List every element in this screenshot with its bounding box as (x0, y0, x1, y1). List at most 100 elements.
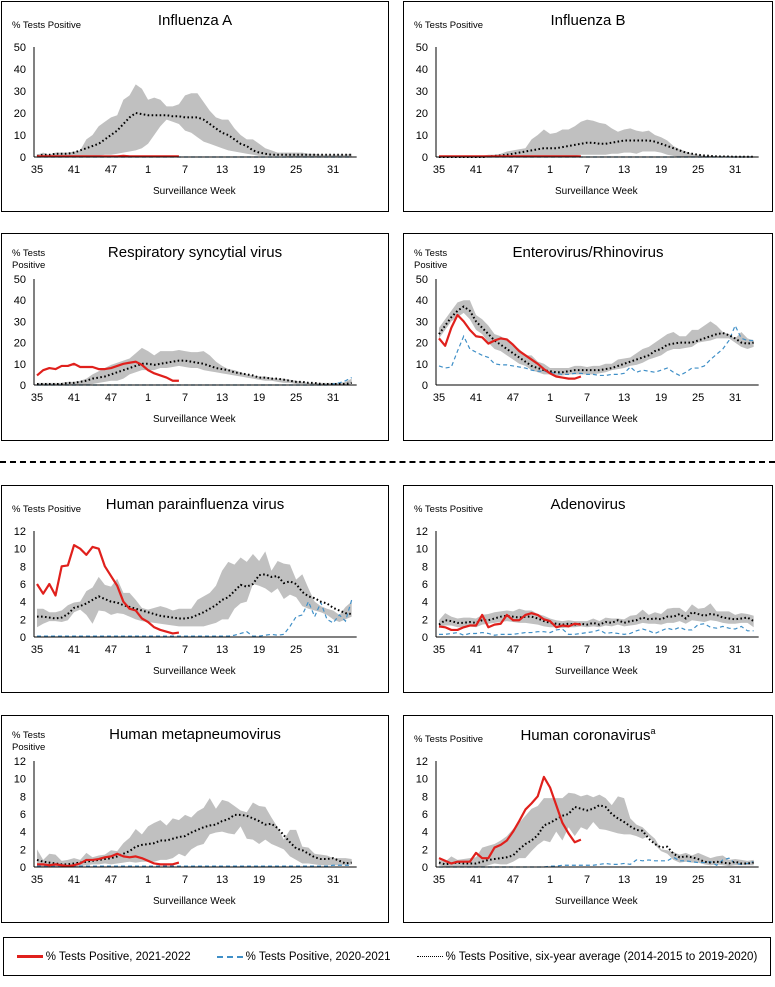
y-tick-label: 0 (422, 632, 428, 644)
historical-range-band (37, 347, 352, 385)
y-axis-label-line: % Tests Positive (414, 504, 483, 515)
title-superscript: a (650, 726, 656, 736)
y-axis-label-line: Positive (414, 260, 448, 271)
x-tick-label: 25 (692, 392, 704, 404)
chart-svg: 0 10 20 30 40 50 35 41 47 1 7 13 19 25 31 Surveillance … (416, 274, 759, 425)
x-axis-label: Surveillance Week (555, 414, 639, 425)
y-axis-label-line: % Tests Positive (12, 20, 81, 31)
y-tick-label: 10 (416, 359, 428, 371)
y-tick-label: 20 (416, 338, 428, 350)
historical-range-band (439, 792, 754, 867)
y-tick-label: 8 (20, 791, 26, 803)
y-tick-label: 6 (20, 809, 26, 821)
series-2020-2021-line (439, 623, 754, 636)
historical-range-band (37, 551, 352, 628)
x-tick-label: 25 (290, 164, 302, 176)
x-tick-label: 13 (618, 644, 630, 656)
x-tick-label: 41 (68, 164, 80, 176)
y-axis-label-line: Positive (12, 260, 46, 271)
chart-title: Adenovirus (550, 496, 626, 513)
chart-svg: 0 2 4 6 8 10 12 35 41 47 1 7 13 19 25 31 Surveillance We… (416, 756, 759, 907)
chart-title: Influenza B (550, 12, 626, 29)
x-tick-label: 47 (507, 874, 519, 886)
legend-item-2020-2021: % Tests Positive, 2020-2021 (216, 950, 391, 963)
y-axis-label: % Tests Positive (414, 734, 483, 746)
y-tick-label: 10 (14, 774, 26, 786)
series-2021-2022-line (36, 360, 179, 382)
x-tick-label: 7 (584, 874, 590, 886)
x-tick-label: 7 (584, 644, 590, 656)
y-axis-label-line: % Tests (12, 730, 46, 741)
y-tick-label: 30 (416, 86, 428, 98)
chart-svg: 0 10 20 30 40 50 35 41 47 1 7 13 19 25 31 Surveillance … (416, 42, 759, 197)
y-tick-label: 10 (14, 359, 26, 371)
x-tick-label: 1 (145, 874, 151, 886)
x-tick-label: 13 (216, 164, 228, 176)
y-tick-label: 40 (416, 64, 428, 76)
series-2020-2021-line (37, 864, 352, 867)
x-tick-label: 47 (507, 644, 519, 656)
y-tick-label: 50 (14, 274, 26, 286)
section-divider (0, 461, 775, 463)
x-tick-label: 19 (253, 392, 265, 404)
x-tick-label: 13 (216, 644, 228, 656)
legend-label: % Tests Positive, 2021-2022 (45, 950, 191, 963)
x-tick-label: 7 (584, 164, 590, 176)
chart-panel-influenza-b: Influenza B 0 10 20 30 40 50 35 41 47 1 7 13 19 25 31 S… (403, 1, 773, 212)
x-tick-label: 19 (253, 874, 265, 886)
y-tick-label: 50 (14, 42, 26, 54)
x-tick-label: 1 (547, 874, 553, 886)
legend: % Tests Positive, 2021-2022 % Tests Posi… (3, 937, 771, 976)
y-tick-label: 12 (416, 756, 428, 768)
x-tick-label: 31 (729, 644, 741, 656)
y-tick-label: 40 (14, 64, 26, 76)
series-six-year-average-line (36, 813, 352, 866)
chart-title: Human parainfluenza virus (105, 496, 285, 513)
legend-label: % Tests Positive, six-year average (2014… (445, 950, 758, 963)
chart-title: Human metapneumovirus (109, 726, 281, 743)
series-six-year-average-line (37, 359, 352, 385)
x-tick-label: 41 (470, 644, 482, 656)
series-2021-2022-line (37, 852, 180, 868)
x-tick-label: 1 (145, 164, 151, 176)
y-tick-label: 2 (20, 614, 26, 626)
chart-svg: 0 2 4 6 8 10 12 35 41 47 1 7 13 19 25 31 Surveillance We… (14, 756, 357, 907)
x-tick-label: 1 (547, 644, 553, 656)
x-tick-label: 35 (31, 874, 43, 886)
y-tick-label: 8 (20, 561, 26, 573)
x-axis-label: Surveillance Week (555, 896, 639, 907)
y-tick-label: 12 (416, 526, 428, 538)
y-tick-label: 0 (20, 152, 26, 164)
y-tick-label: 12 (14, 526, 26, 538)
series-2021-2022-line (438, 313, 582, 380)
chart-title: Human coronavirusa (520, 726, 656, 744)
chart-panel-adenovirus: Adenovirus 0 2 4 6 8 10 12 35 41 47 1 7 13 19 25 31 Surv… (403, 485, 773, 693)
y-tick-label: 8 (422, 791, 428, 803)
legend-swatch-dotted-black (416, 956, 443, 957)
historical-range-band (439, 119, 754, 157)
x-tick-label: 19 (655, 874, 667, 886)
legend-swatch-solid-red (16, 955, 43, 958)
x-tick-label: 25 (290, 874, 302, 886)
legend-label: % Tests Positive, 2020-2021 (245, 950, 391, 963)
y-tick-label: 10 (14, 130, 26, 142)
x-tick-label: 25 (692, 874, 704, 886)
chart-title: Respiratory syncytial virus (107, 244, 283, 261)
historical-range-band (439, 300, 754, 376)
x-tick-label: 31 (327, 874, 339, 886)
y-axis-label-line: % Tests Positive (414, 20, 483, 31)
y-tick-label: 10 (14, 544, 26, 556)
x-tick-label: 31 (729, 874, 741, 886)
x-tick-label: 13 (618, 874, 630, 886)
x-axis-label: Surveillance Week (153, 896, 237, 907)
y-axis-label-line: % Tests (12, 248, 46, 259)
chart-panel-metapneumovirus: Human metapneumovirus 0 2 4 6 8 10 12 35 41 47 1 7 1… (1, 715, 389, 923)
y-tick-label: 2 (422, 844, 428, 856)
y-axis-label-line: Positive (12, 742, 46, 753)
chart-panel-enterovirus-rhinovirus: Enterovirus/Rhinovirus 0 10 20 30 40 50 35 41 47… (403, 233, 773, 441)
y-axis-label-line: % Tests (414, 248, 448, 259)
y-tick-label: 40 (14, 295, 26, 307)
y-tick-label: 0 (20, 380, 26, 392)
series-six-year-average-line (37, 573, 352, 620)
y-tick-label: 20 (14, 108, 26, 120)
